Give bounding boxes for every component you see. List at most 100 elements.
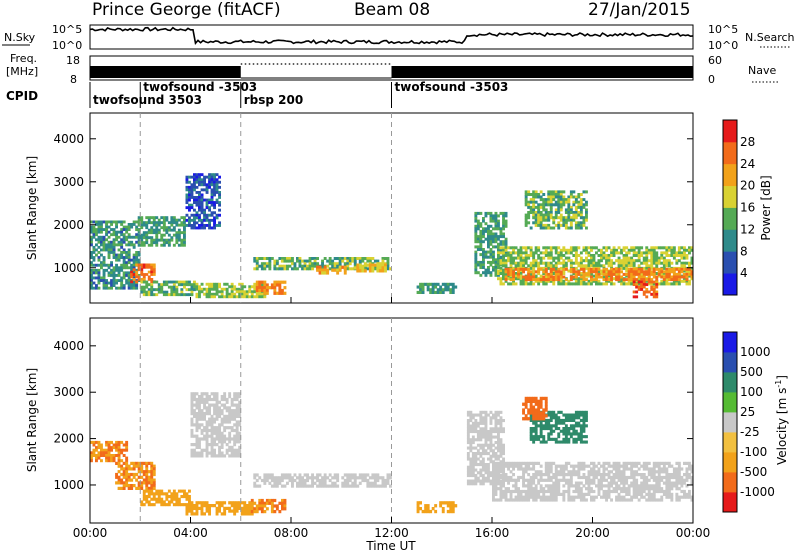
heatmap-cell <box>685 254 689 257</box>
heatmap-cell <box>567 481 571 485</box>
heatmap-cell <box>471 424 475 428</box>
heatmap-cell <box>542 478 546 482</box>
nsky-tick-high: 10^5 <box>52 23 82 36</box>
heatmap-cell <box>685 461 689 465</box>
heatmap-cell <box>260 501 264 505</box>
heatmap-cell <box>532 475 536 480</box>
heatmap-cell <box>107 446 111 450</box>
heatmap-cell <box>157 495 161 499</box>
heatmap-cell <box>145 273 149 276</box>
heatmap-cell <box>97 276 101 280</box>
heatmap-cell <box>667 248 671 252</box>
heatmap-cell <box>303 267 307 271</box>
heatmap-cell <box>492 475 495 480</box>
heatmap-cell <box>554 223 558 227</box>
heatmap-cell <box>497 242 500 246</box>
heatmap-cell <box>243 506 247 510</box>
heatmap-cell <box>115 448 118 452</box>
heatmap-cell <box>160 221 164 225</box>
heatmap-cell <box>567 248 571 252</box>
heatmap-cell <box>534 487 538 491</box>
heatmap-cell <box>574 495 578 499</box>
heatmap-cell <box>152 268 156 272</box>
heatmap-cell <box>499 492 503 496</box>
heatmap-cell <box>615 464 618 468</box>
heatmap-cell <box>635 254 639 257</box>
heatmap-cell <box>544 226 548 230</box>
heatmap-cell <box>497 443 500 447</box>
heatmap-cell <box>140 486 144 490</box>
heatmap-cell <box>188 283 191 287</box>
heatmap-cell <box>100 243 103 247</box>
heatmap-cell <box>529 484 533 488</box>
heatmap-cell <box>592 464 596 468</box>
heatmap-cell <box>228 448 232 452</box>
heatmap-cell <box>469 427 473 431</box>
heatmap-cell <box>502 227 505 231</box>
heatmap-cell <box>258 257 262 260</box>
heatmap-cell <box>258 476 262 480</box>
heatmap-cell <box>620 261 623 265</box>
heatmap-cell <box>600 478 603 482</box>
heatmap-cell <box>595 267 598 271</box>
heatmap-cell <box>497 277 500 281</box>
heatmap-cell <box>595 495 598 499</box>
heatmap-cell <box>466 438 470 442</box>
heatmap-cell <box>522 484 525 488</box>
heatmap-cell <box>625 246 629 250</box>
heatmap-cell <box>107 245 111 249</box>
heatmap-cell <box>110 220 113 224</box>
heatmap-cell <box>135 228 139 231</box>
heatmap-cell <box>208 173 211 177</box>
heatmap-cell <box>100 235 103 239</box>
heatmap-cell <box>137 236 141 240</box>
heatmap-cell <box>112 240 116 244</box>
heatmap-cell <box>215 417 219 421</box>
heatmap-cell <box>183 223 186 227</box>
heatmap-cell <box>600 282 603 286</box>
heatmap-cell <box>180 293 184 297</box>
heatmap-cell <box>165 503 169 507</box>
heatmap-cell <box>519 492 523 496</box>
heatmap-cell <box>220 295 224 299</box>
heatmap-cell <box>238 437 242 441</box>
heatmap-cell <box>675 492 679 496</box>
heatmap-cell <box>198 208 201 212</box>
heatmap-cell <box>574 473 578 477</box>
heatmap-cell <box>524 203 528 207</box>
heatmap-cell <box>542 498 546 502</box>
heatmap-cell <box>185 509 189 513</box>
heatmap-cell <box>361 476 365 480</box>
heatmap-cell <box>258 286 262 290</box>
heatmap-cell <box>208 417 211 421</box>
heatmap-cell <box>635 279 639 283</box>
heatmap-cell <box>539 221 543 225</box>
heatmap-cell <box>615 470 618 474</box>
heatmap-cell <box>92 233 96 237</box>
heatmap-cell <box>479 452 483 456</box>
heatmap-cell <box>137 470 141 474</box>
heatmap-cell <box>564 264 568 268</box>
heatmap-cell <box>504 242 508 246</box>
heatmap-cell <box>446 288 450 292</box>
heatmap-cell <box>185 293 189 297</box>
heatmap-cell <box>650 280 654 284</box>
heatmap-cell <box>504 211 508 215</box>
heatmap-cell <box>572 211 576 214</box>
heatmap-cell <box>567 495 571 499</box>
heatmap-cell <box>142 290 146 294</box>
heatmap-cell <box>100 454 103 457</box>
heatmap-cell <box>293 478 297 483</box>
heatmap-cell <box>620 464 623 468</box>
heatmap-cell <box>147 293 151 297</box>
heatmap-cell <box>162 290 166 294</box>
heatmap-cell <box>208 512 211 516</box>
heatmap-cell <box>265 264 269 268</box>
heatmap-cell <box>105 233 108 237</box>
heatmap-cell <box>542 216 546 220</box>
heatmap-cell <box>476 263 480 267</box>
heatmap-cell <box>552 461 556 465</box>
heatmap-cell <box>652 275 656 279</box>
heatmap-cell <box>434 282 438 286</box>
